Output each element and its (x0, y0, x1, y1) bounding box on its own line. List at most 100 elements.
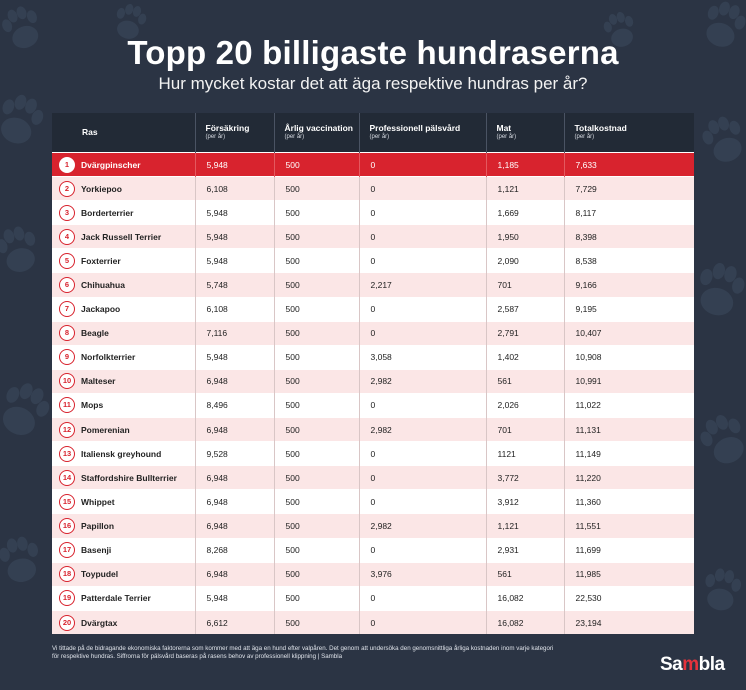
table-row: 13 Italiensk greyhound 9,528 500 0 1121 11,149 (52, 441, 694, 466)
column-header-forsakring: Försäkring (per år) (195, 113, 275, 153)
cell-forsakring: 6,948 (195, 489, 275, 514)
table-row: 18 Toypudel 6,948 500 3,976 561 11,985 (52, 561, 694, 587)
cell-vaccination: 500 (274, 609, 360, 635)
breed-name: Foxterrier (81, 255, 121, 266)
cell-palsvard: 3,976 (359, 561, 487, 587)
cell-vaccination: 500 (274, 224, 360, 249)
breed-name: Jack Russell Terrier (81, 231, 162, 242)
rank-badge: 18 (59, 566, 75, 583)
table-row: 4 Jack Russell Terrier 5,948 500 0 1,950 8,398 (52, 224, 694, 249)
cell-total: 8,398 (564, 224, 694, 249)
table-row: 8 Beagle 7,116 500 0 2,791 10,407 (52, 320, 694, 346)
rank-badge: 7 (59, 301, 75, 318)
cell-total: 10,407 (564, 320, 694, 346)
cell-mat: 3,912 (486, 489, 565, 514)
cell-palsvard: 0 (359, 176, 487, 201)
cell-ras: 9 Norfolkterrier (52, 344, 196, 370)
cell-ras: 16 Papillon (52, 513, 196, 538)
cell-vaccination: 500 (274, 392, 360, 418)
cell-forsakring: 6,948 (195, 368, 275, 394)
cell-vaccination: 500 (274, 441, 360, 466)
breed-name: Beagle (81, 328, 109, 339)
column-header-palsvard: Professionell pälsvård (per år) (359, 113, 487, 153)
cell-forsakring: 5,948 (195, 151, 275, 177)
table-row: 17 Basenji 8,268 500 0 2,931 11,699 (52, 537, 694, 563)
table-row: 5 Foxterrier 5,948 500 0 2,090 8,538 (52, 248, 694, 273)
cell-total: 11,360 (564, 489, 694, 514)
cell-total: 11,551 (564, 513, 694, 538)
table-row: 12 Pomerenian 6,948 500 2,982 701 11,131 (52, 417, 694, 442)
cell-forsakring: 6,948 (195, 513, 275, 538)
cell-forsakring: 8,496 (195, 392, 275, 418)
cell-ras: 5 Foxterrier (52, 248, 196, 273)
cell-total: 7,633 (564, 151, 694, 177)
cost-table: Ras Försäkring (per år) Årlig vaccination… (52, 113, 694, 635)
cell-total: 8,538 (564, 248, 694, 273)
cell-forsakring: 5,948 (195, 344, 275, 370)
cell-vaccination: 500 (274, 176, 360, 201)
cell-vaccination: 500 (274, 200, 360, 225)
column-header-total: Totalkostnad (per år) (564, 113, 694, 153)
breed-name: Malteser (81, 376, 116, 387)
cell-forsakring: 5,748 (195, 272, 275, 298)
cell-ras: 8 Beagle (52, 320, 196, 346)
rank-badge: 12 (59, 421, 75, 438)
cell-ras: 3 Borderterrier (52, 200, 196, 225)
footnote: Vi tittade på de bidragande ekonomiska f… (52, 645, 622, 662)
cell-forsakring: 7,116 (195, 320, 275, 346)
cell-ras: 13 Italiensk greyhound (52, 441, 196, 466)
column-unit: (per år) (574, 133, 595, 140)
breed-name: Borderterrier (81, 207, 134, 218)
cell-vaccination: 500 (274, 296, 360, 322)
cell-mat: 2,587 (486, 296, 565, 322)
cell-vaccination: 500 (274, 417, 360, 442)
table-row: 2 Yorkiepoo 6,108 500 0 1,121 7,729 (52, 176, 694, 201)
cell-mat: 1,121 (486, 513, 565, 538)
table-row: 14 Staffordshire Bullterrier 6,948 500 0 3,77… (52, 465, 694, 490)
column-header-vaccination: Årlig vaccination (per år) (274, 113, 360, 153)
cell-total: 11,022 (564, 392, 694, 418)
cell-mat: 561 (486, 368, 565, 394)
cell-ras: 18 Toypudel (52, 561, 196, 587)
breed-name: Pomerenian (81, 424, 130, 435)
rank-badge: 8 (59, 325, 75, 342)
cell-palsvard: 0 (359, 392, 487, 418)
cell-palsvard: 0 (359, 537, 487, 563)
cell-palsvard: 2,982 (359, 513, 487, 538)
cell-total: 22,530 (564, 585, 694, 611)
table-body: 1 Dvärgpinscher 5,948 500 0 1,185 7,633 2 Yorkie… (52, 151, 694, 635)
cell-ras: 17 Basenji (52, 537, 196, 563)
cell-mat: 3,772 (486, 465, 565, 490)
cell-total: 8,117 (564, 200, 694, 225)
cell-ras: 15 Whippet (52, 489, 196, 514)
cell-mat: 2,026 (486, 392, 565, 418)
cell-palsvard: 0 (359, 296, 487, 322)
cell-vaccination: 500 (274, 344, 360, 370)
cell-palsvard: 0 (359, 441, 487, 466)
cell-total: 11,149 (564, 441, 694, 466)
cell-vaccination: 500 (274, 320, 360, 346)
rank-badge: 20 (59, 614, 75, 631)
cell-vaccination: 500 (274, 537, 360, 563)
cell-palsvard: 0 (359, 609, 487, 635)
footnote-line-2: för respektive hundras. Siffrorna för pä… (52, 653, 343, 661)
rank-badge: 1 (59, 156, 75, 173)
rank-badge: 9 (59, 349, 75, 366)
cell-forsakring: 6,948 (195, 417, 275, 442)
cost-table-container: Ras Försäkring (per år) Årlig vaccination… (52, 113, 694, 635)
cell-forsakring: 6,612 (195, 609, 275, 635)
cell-forsakring: 9,528 (195, 441, 275, 466)
rank-badge: 4 (59, 228, 75, 245)
cell-total: 10,991 (564, 368, 694, 394)
table-row: 15 Whippet 6,948 500 0 3,912 11,360 (52, 489, 694, 514)
rank-badge: 2 (59, 180, 75, 197)
rank-badge: 3 (59, 204, 75, 221)
cell-vaccination: 500 (274, 561, 360, 587)
cell-ras: 7 Jackapoo (52, 296, 196, 322)
cell-ras: 19 Patterdale Terrier (52, 585, 196, 611)
breed-name: Dvärgtax (81, 617, 118, 628)
cell-palsvard: 0 (359, 200, 487, 225)
chart-title: Topp 20 billigaste hundraserna (127, 34, 619, 71)
cell-palsvard: 2,982 (359, 368, 487, 394)
cell-ras: 14 Staffordshire Bullterrier (52, 465, 196, 490)
